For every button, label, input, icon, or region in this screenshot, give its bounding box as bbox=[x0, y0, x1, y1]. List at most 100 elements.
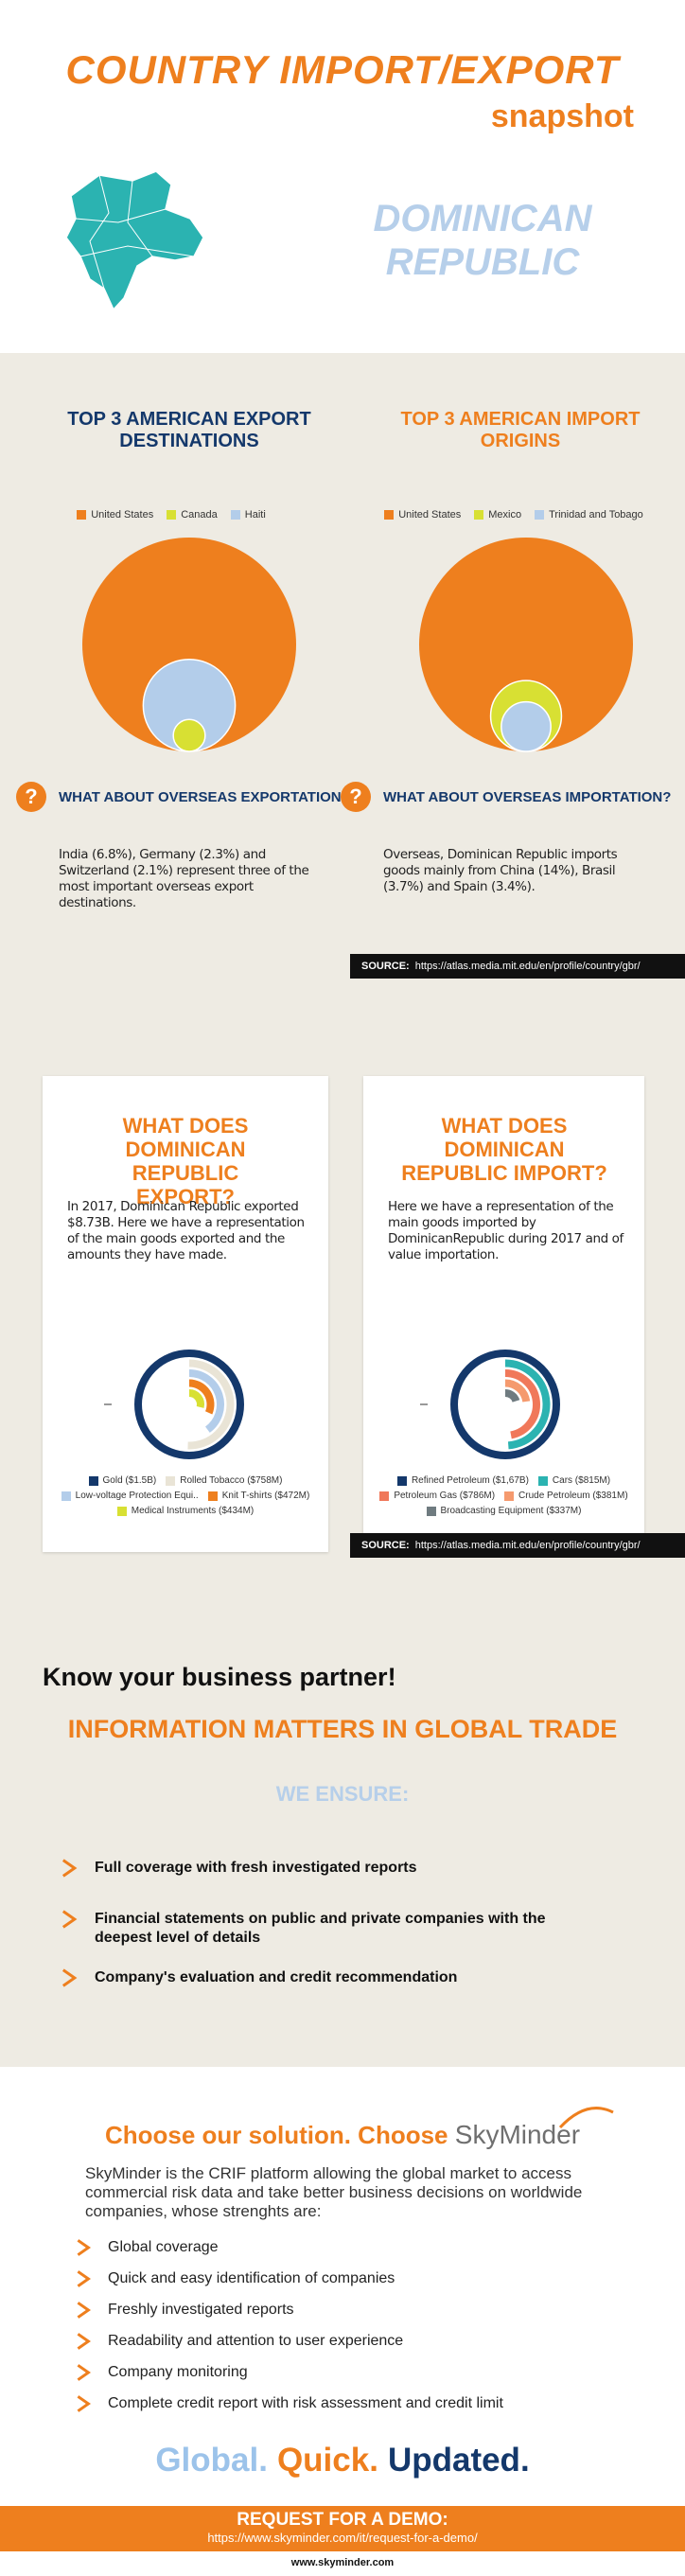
ensure-heading: WE ENSURE: bbox=[275, 1782, 410, 1806]
feature-item: Company monitoring bbox=[74, 2356, 641, 2388]
legend-item: Trinidad and Tobago bbox=[535, 509, 643, 520]
legend-swatch bbox=[504, 1491, 515, 1501]
chevron bbox=[77, 2363, 92, 2381]
card-text: Here we have a representation of the mai… bbox=[388, 1199, 624, 1262]
footer: www.skyminder.com bbox=[290, 2557, 395, 2568]
source-label: SOURCE: bbox=[361, 961, 410, 972]
legend-item: Gold ($1.5B) bbox=[88, 1475, 156, 1486]
bubble bbox=[501, 700, 552, 752]
legend-label: Cars ($815M) bbox=[552, 1475, 611, 1486]
logo: SkyMinder bbox=[454, 2120, 581, 2149]
legend-swatch bbox=[379, 1491, 390, 1501]
feature-item: Readability and attention to user experi… bbox=[74, 2325, 641, 2356]
legend-swatch bbox=[166, 1475, 176, 1486]
country-map bbox=[65, 170, 204, 311]
bullet-text: Full coverage with fresh investigated re… bbox=[95, 1860, 417, 1876]
source-bar: SOURCE: https://atlas.media.mit.edu/en/pr… bbox=[350, 954, 685, 979]
feature-text: Complete credit report with risk assessm… bbox=[108, 2394, 503, 2411]
legend-swatch bbox=[116, 1506, 127, 1516]
legend: United States Mexico Trinidad and Tobago bbox=[342, 509, 685, 520]
legend-label: Broadcasting Equipment ($337M) bbox=[440, 1506, 582, 1516]
overseas-text: India (6.8%), Germany (2.3%) and Switzer… bbox=[59, 847, 309, 910]
legend-label: Haiti bbox=[244, 509, 266, 520]
legend-label: Canada bbox=[181, 509, 218, 520]
chevron-icon bbox=[61, 1968, 78, 1987]
legend-label: United States bbox=[398, 509, 462, 520]
feature-list: Global coverage Quick and easy identifica… bbox=[74, 2232, 641, 2419]
bullet-item: Financial statements on public and priva… bbox=[59, 1908, 626, 1948]
chevron-icon bbox=[77, 2238, 92, 2256]
legend-label: Refined Petroleum ($1,67B) bbox=[411, 1475, 529, 1486]
legend-swatch bbox=[537, 1475, 548, 1486]
chevron bbox=[77, 2332, 92, 2350]
feature-item: Global coverage bbox=[74, 2232, 641, 2263]
feature-text: Freshly investigated reports bbox=[108, 2301, 294, 2318]
chevron-icon bbox=[77, 2332, 92, 2350]
chevron bbox=[61, 1859, 78, 1878]
legend-item: Haiti bbox=[230, 509, 266, 520]
chart-title: TOP 3 AMERICAN IMPORT ORIGINS bbox=[400, 409, 641, 451]
legend-swatch bbox=[77, 510, 87, 520]
radial-bar bbox=[188, 1369, 224, 1433]
legend-swatch bbox=[167, 510, 177, 520]
radial-bar bbox=[187, 1359, 235, 1450]
demo-label: REQUEST FOR A DEMO: bbox=[237, 2510, 448, 2530]
radial-chart bbox=[420, 1350, 560, 1459]
tagline-word: Updated. bbox=[387, 2442, 530, 2479]
legend-label: Rolled Tobacco ($758M) bbox=[180, 1475, 283, 1486]
radial-bar bbox=[504, 1389, 520, 1403]
legend-swatch bbox=[207, 1491, 218, 1501]
country-name: DOMINICAN REPUBLIC bbox=[373, 198, 592, 283]
legend-item: Medical Instruments ($434M) bbox=[116, 1506, 255, 1516]
chevron-icon bbox=[61, 1910, 78, 1929]
legend-item: Petroleum Gas ($786M) bbox=[379, 1491, 495, 1501]
logo-swoosh bbox=[558, 2107, 614, 2129]
bubble bbox=[419, 538, 633, 751]
radial-bar bbox=[134, 1350, 244, 1459]
bubble bbox=[82, 538, 296, 751]
bullet-list: Full coverage with fresh investigated re… bbox=[59, 1857, 626, 2008]
solution-text: SkyMinder is the CRIF platform allowing … bbox=[85, 2164, 583, 2220]
radial-chart bbox=[104, 1350, 244, 1459]
question-icon: ? bbox=[341, 782, 371, 812]
source-bar: SOURCE: https://atlas.media.mit.edu/en/pr… bbox=[350, 1533, 685, 1558]
legend-item: Cars ($815M) bbox=[537, 1475, 611, 1486]
card-title: WHAT DOES DOMINICAN REPUBLIC EXPORT? bbox=[122, 1114, 249, 1209]
card: WHAT DOES DOMINICAN REPUBLIC EXPORT? In … bbox=[43, 1076, 328, 1552]
tagline-word: Quick. bbox=[276, 2442, 378, 2479]
question-icon: ? bbox=[16, 782, 46, 812]
chevron bbox=[61, 1910, 78, 1929]
chevron bbox=[77, 2238, 92, 2256]
solution-heading-row: Choose our solution. Choose SkyMinder bbox=[0, 2120, 685, 2150]
bullet-item: Company's evaluation and credit recommen… bbox=[59, 1967, 626, 1989]
legend-label: Knit T-shirts ($472M) bbox=[221, 1491, 310, 1501]
legend-label: Medical Instruments ($434M) bbox=[131, 1506, 255, 1516]
legend: Gold ($1.5B) Rolled Tobacco ($758M) Low-vo… bbox=[52, 1475, 319, 1516]
legend-swatch bbox=[535, 510, 545, 520]
legend-swatch bbox=[384, 510, 395, 520]
source-label: SOURCE: bbox=[361, 1540, 410, 1551]
source-url: https://atlas.media.mit.edu/en/profile/c… bbox=[414, 1540, 641, 1551]
legend-label: Petroleum Gas ($786M) bbox=[394, 1491, 496, 1501]
legend-label: Crude Petroleum ($381M) bbox=[518, 1491, 628, 1501]
chevron bbox=[77, 2301, 92, 2319]
feature-item: Complete credit report with risk assessm… bbox=[74, 2388, 641, 2419]
legend-item: Canada bbox=[167, 509, 218, 520]
radial-bar bbox=[504, 1359, 551, 1450]
legend-swatch bbox=[474, 510, 484, 520]
source-url: https://atlas.media.mit.edu/en/profile/c… bbox=[414, 961, 641, 972]
question: WHAT ABOUT OVERSEAS EXPORTATION? bbox=[59, 789, 350, 805]
circle-chart bbox=[419, 538, 633, 752]
chart-title: TOP 3 AMERICAN EXPORT DESTINATIONS bbox=[67, 409, 311, 451]
legend-item: Rolled Tobacco ($758M) bbox=[166, 1475, 282, 1486]
chevron bbox=[61, 1968, 78, 1987]
solution-heading: Choose our solution. Choose bbox=[104, 2121, 448, 2149]
radial-bar bbox=[188, 1389, 204, 1408]
legend-swatch bbox=[230, 510, 240, 520]
legend: Refined Petroleum ($1,67B) Cars ($815M) Pe… bbox=[373, 1475, 635, 1516]
tagline-word: Global. bbox=[155, 2442, 268, 2479]
bullet-text: Financial statements on public and priva… bbox=[95, 1911, 546, 1946]
legend-label: Low-voltage Protection Equi.. bbox=[75, 1491, 199, 1501]
feature-text: Readability and attention to user experi… bbox=[108, 2332, 404, 2349]
chevron-icon bbox=[77, 2269, 92, 2287]
